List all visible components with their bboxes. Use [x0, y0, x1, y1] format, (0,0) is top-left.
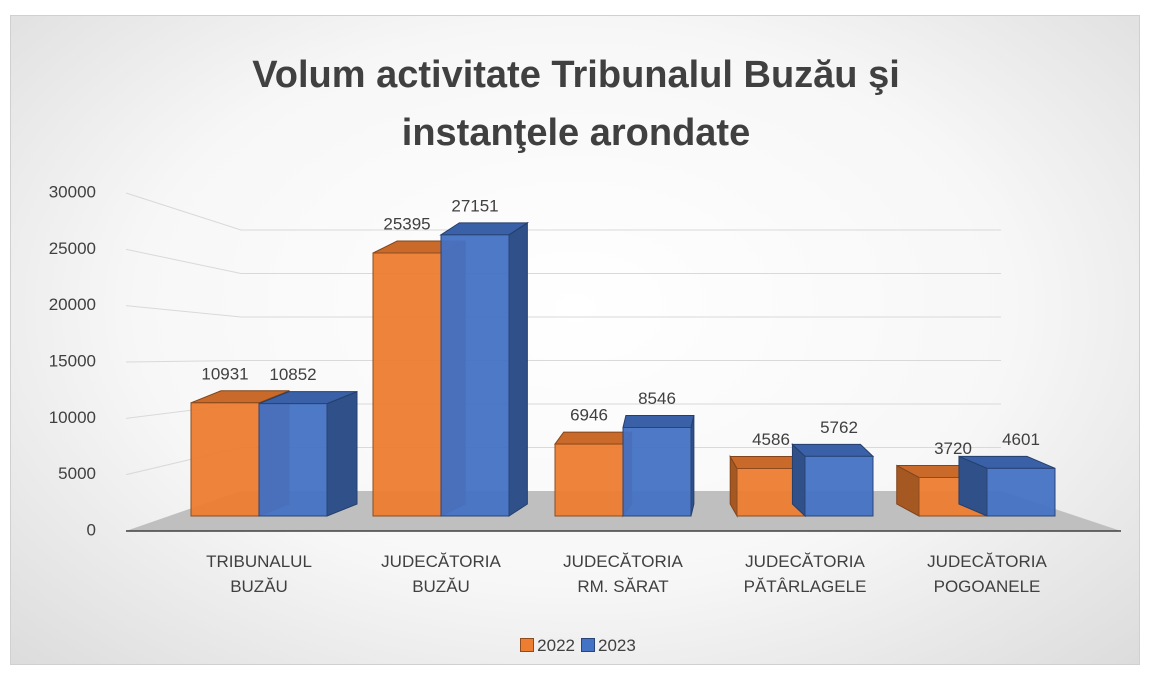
bar: [791, 443, 875, 518]
legend-label: 2022: [537, 636, 575, 655]
bar: [258, 390, 358, 517]
y-tick-label: 15000: [49, 351, 96, 370]
legend-swatch: [581, 638, 595, 652]
plot: 0 5000 10000 15000 20000 25000 30000 10931 10852…: [49, 182, 1121, 539]
bar-front: [622, 426, 692, 517]
bar-top: [622, 414, 695, 428]
bar: [439, 221, 530, 517]
grid-line: [125, 192, 1001, 231]
y-tick-label: 20000: [49, 295, 96, 314]
x-tick-label: JUDECĂTORIA PĂTÂRLAGELE: [743, 552, 867, 596]
value-label: 10931: [201, 364, 248, 383]
value-label: 3720: [934, 439, 972, 458]
y-tick-label: 25000: [49, 239, 96, 258]
value-label: 8546: [638, 389, 676, 408]
grid-line: [125, 305, 1001, 318]
value-label: 25395: [383, 214, 430, 233]
bar-front: [440, 234, 510, 517]
chart-title: Volum activitate Tribunalul Buzău şi ins…: [252, 54, 900, 154]
bar-front: [554, 443, 624, 517]
bar-front: [372, 252, 442, 517]
y-tick-label: 5000: [58, 464, 96, 483]
y-tick-label: 10000: [49, 408, 96, 427]
value-label: 6946: [570, 406, 608, 425]
x-tick-label: JUDECĂTORIA RM. SĂRAT: [563, 552, 683, 596]
bar-side: [508, 221, 528, 517]
bar-top: [554, 431, 633, 445]
bar: [622, 414, 695, 517]
bar: [554, 430, 633, 518]
legend: 2022 2023: [11, 636, 1139, 656]
chart: 0 5000 10000 15000 20000 25000 30000 10931 10852…: [10, 15, 1140, 665]
bar-top: [791, 443, 875, 457]
x-tick-label: JUDECĂTORIA BUZĂU: [381, 552, 501, 596]
x-tick-label: JUDECĂTORIA POGOANELE: [927, 552, 1047, 596]
bar-front: [258, 403, 328, 517]
value-label: 10852: [269, 365, 316, 384]
bar-front: [986, 467, 1056, 517]
value-label: 5762: [820, 418, 858, 437]
y-tick-label: 0: [87, 520, 96, 539]
grid-line: [125, 360, 1001, 363]
legend-swatch: [520, 638, 535, 652]
bar-front: [804, 455, 874, 517]
value-label: 27151: [451, 196, 498, 215]
y-tick-label: 30000: [49, 182, 96, 201]
value-label: 4601: [1002, 430, 1040, 449]
x-tick-label: TRIBUNALUL BUZĂU: [206, 552, 312, 596]
bar-side: [326, 390, 358, 517]
grid-line: [125, 248, 1001, 274]
value-label: 4586: [752, 430, 790, 449]
legend-label: 2023: [598, 636, 636, 655]
bar: [958, 455, 1056, 517]
bar-front: [190, 402, 260, 517]
